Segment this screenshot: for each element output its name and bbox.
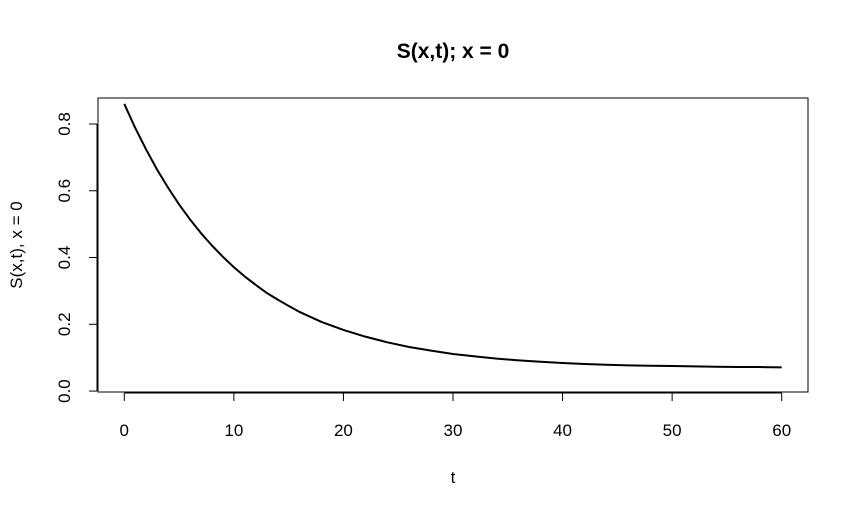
x-tick-label: 0 xyxy=(120,421,129,440)
y-tick-label: 0.6 xyxy=(55,179,74,203)
x-tick-label: 30 xyxy=(444,421,463,440)
x-tick-label: 40 xyxy=(553,421,572,440)
x-tick-label: 60 xyxy=(772,421,791,440)
y-axis-label: S(x,t), x = 0 xyxy=(7,201,26,288)
y-tick-label: 0.4 xyxy=(55,246,74,270)
plot-frame xyxy=(97,97,809,393)
chart-title: S(x,t); x = 0 xyxy=(397,40,510,63)
y-axis: 0.0 0.2 0.4 0.6 0.8 xyxy=(55,112,98,403)
series-line xyxy=(123,103,782,369)
y-tick-label: 0.8 xyxy=(55,112,74,136)
y-tick-label: 0.0 xyxy=(55,379,74,403)
x-tick-label: 10 xyxy=(224,421,243,440)
x-tick-label: 20 xyxy=(334,421,353,440)
x-tick-label: 50 xyxy=(663,421,682,440)
x-axis: 0 10 20 30 40 50 60 xyxy=(120,392,791,440)
x-axis-label: t xyxy=(451,468,456,487)
y-tick-label: 0.2 xyxy=(55,312,74,336)
